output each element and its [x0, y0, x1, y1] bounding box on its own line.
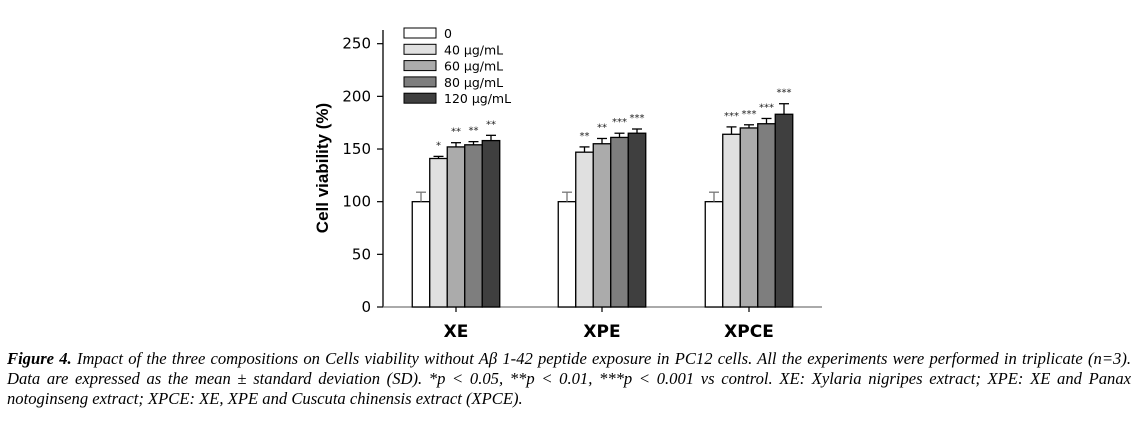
- significance-label: **: [486, 119, 496, 130]
- legend-label: 40 µg/mL: [444, 42, 503, 57]
- x-tick-label: XPE: [583, 322, 620, 342]
- bar: [481, 139, 501, 308]
- significance-label: **: [469, 126, 479, 137]
- bar: [774, 113, 794, 308]
- legend-swatch: [403, 60, 437, 72]
- legend-swatch: [403, 92, 437, 104]
- legend-label: 80 µg/mL: [444, 75, 503, 90]
- significance-label: ***: [724, 111, 739, 122]
- legend-label: 0: [444, 26, 452, 41]
- bar: [610, 136, 629, 308]
- bar: [757, 123, 776, 308]
- y-tick-label: 200: [342, 87, 371, 105]
- legend-label: 120 µg/mL: [444, 91, 511, 106]
- bar: [429, 157, 448, 308]
- legend-swatch: [403, 43, 437, 55]
- x-tick-label: XE: [444, 322, 469, 342]
- bar: [627, 132, 647, 308]
- significance-label: ***: [630, 113, 645, 124]
- axes: 0 50 100 150 200 250 XE XPE XPCE: [342, 30, 822, 342]
- bar: [722, 133, 741, 308]
- y-tick-label: 150: [342, 140, 371, 158]
- x-tick-label: XPCE: [724, 322, 774, 342]
- y-tick-label: 0: [361, 298, 371, 316]
- significance-label: **: [451, 127, 461, 138]
- legend-swatch: [403, 76, 437, 88]
- bar: [704, 201, 724, 308]
- significance-label: *: [436, 140, 441, 151]
- legend-swatch: [403, 27, 437, 39]
- bar: [592, 143, 612, 308]
- significance-label: ***: [759, 102, 774, 113]
- y-tick-label: 100: [342, 193, 371, 211]
- legend-label: 60 µg/mL: [444, 59, 503, 74]
- bar: [446, 146, 466, 308]
- significance-label: ***: [777, 88, 792, 99]
- bar: [464, 144, 483, 308]
- bar: [557, 201, 577, 308]
- bars: *** ******** *** *** *** *********: [411, 88, 794, 308]
- figure-label: Figure 4.: [7, 349, 72, 368]
- y-tick-label: 250: [342, 35, 371, 53]
- bar: [411, 201, 431, 308]
- bar: [739, 127, 759, 308]
- y-tick-label: 50: [352, 245, 371, 263]
- significance-label: **: [597, 122, 607, 133]
- caption-text: Impact of the three compositions on Cell…: [7, 349, 1131, 408]
- bar: [575, 151, 594, 308]
- significance-label: **: [580, 131, 590, 142]
- significance-label: ***: [742, 109, 757, 120]
- y-axis-label: Cell viability (%): [313, 103, 332, 233]
- figure-caption: Figure 4. Impact of the three compositio…: [7, 349, 1131, 409]
- significance-label: ***: [612, 117, 627, 128]
